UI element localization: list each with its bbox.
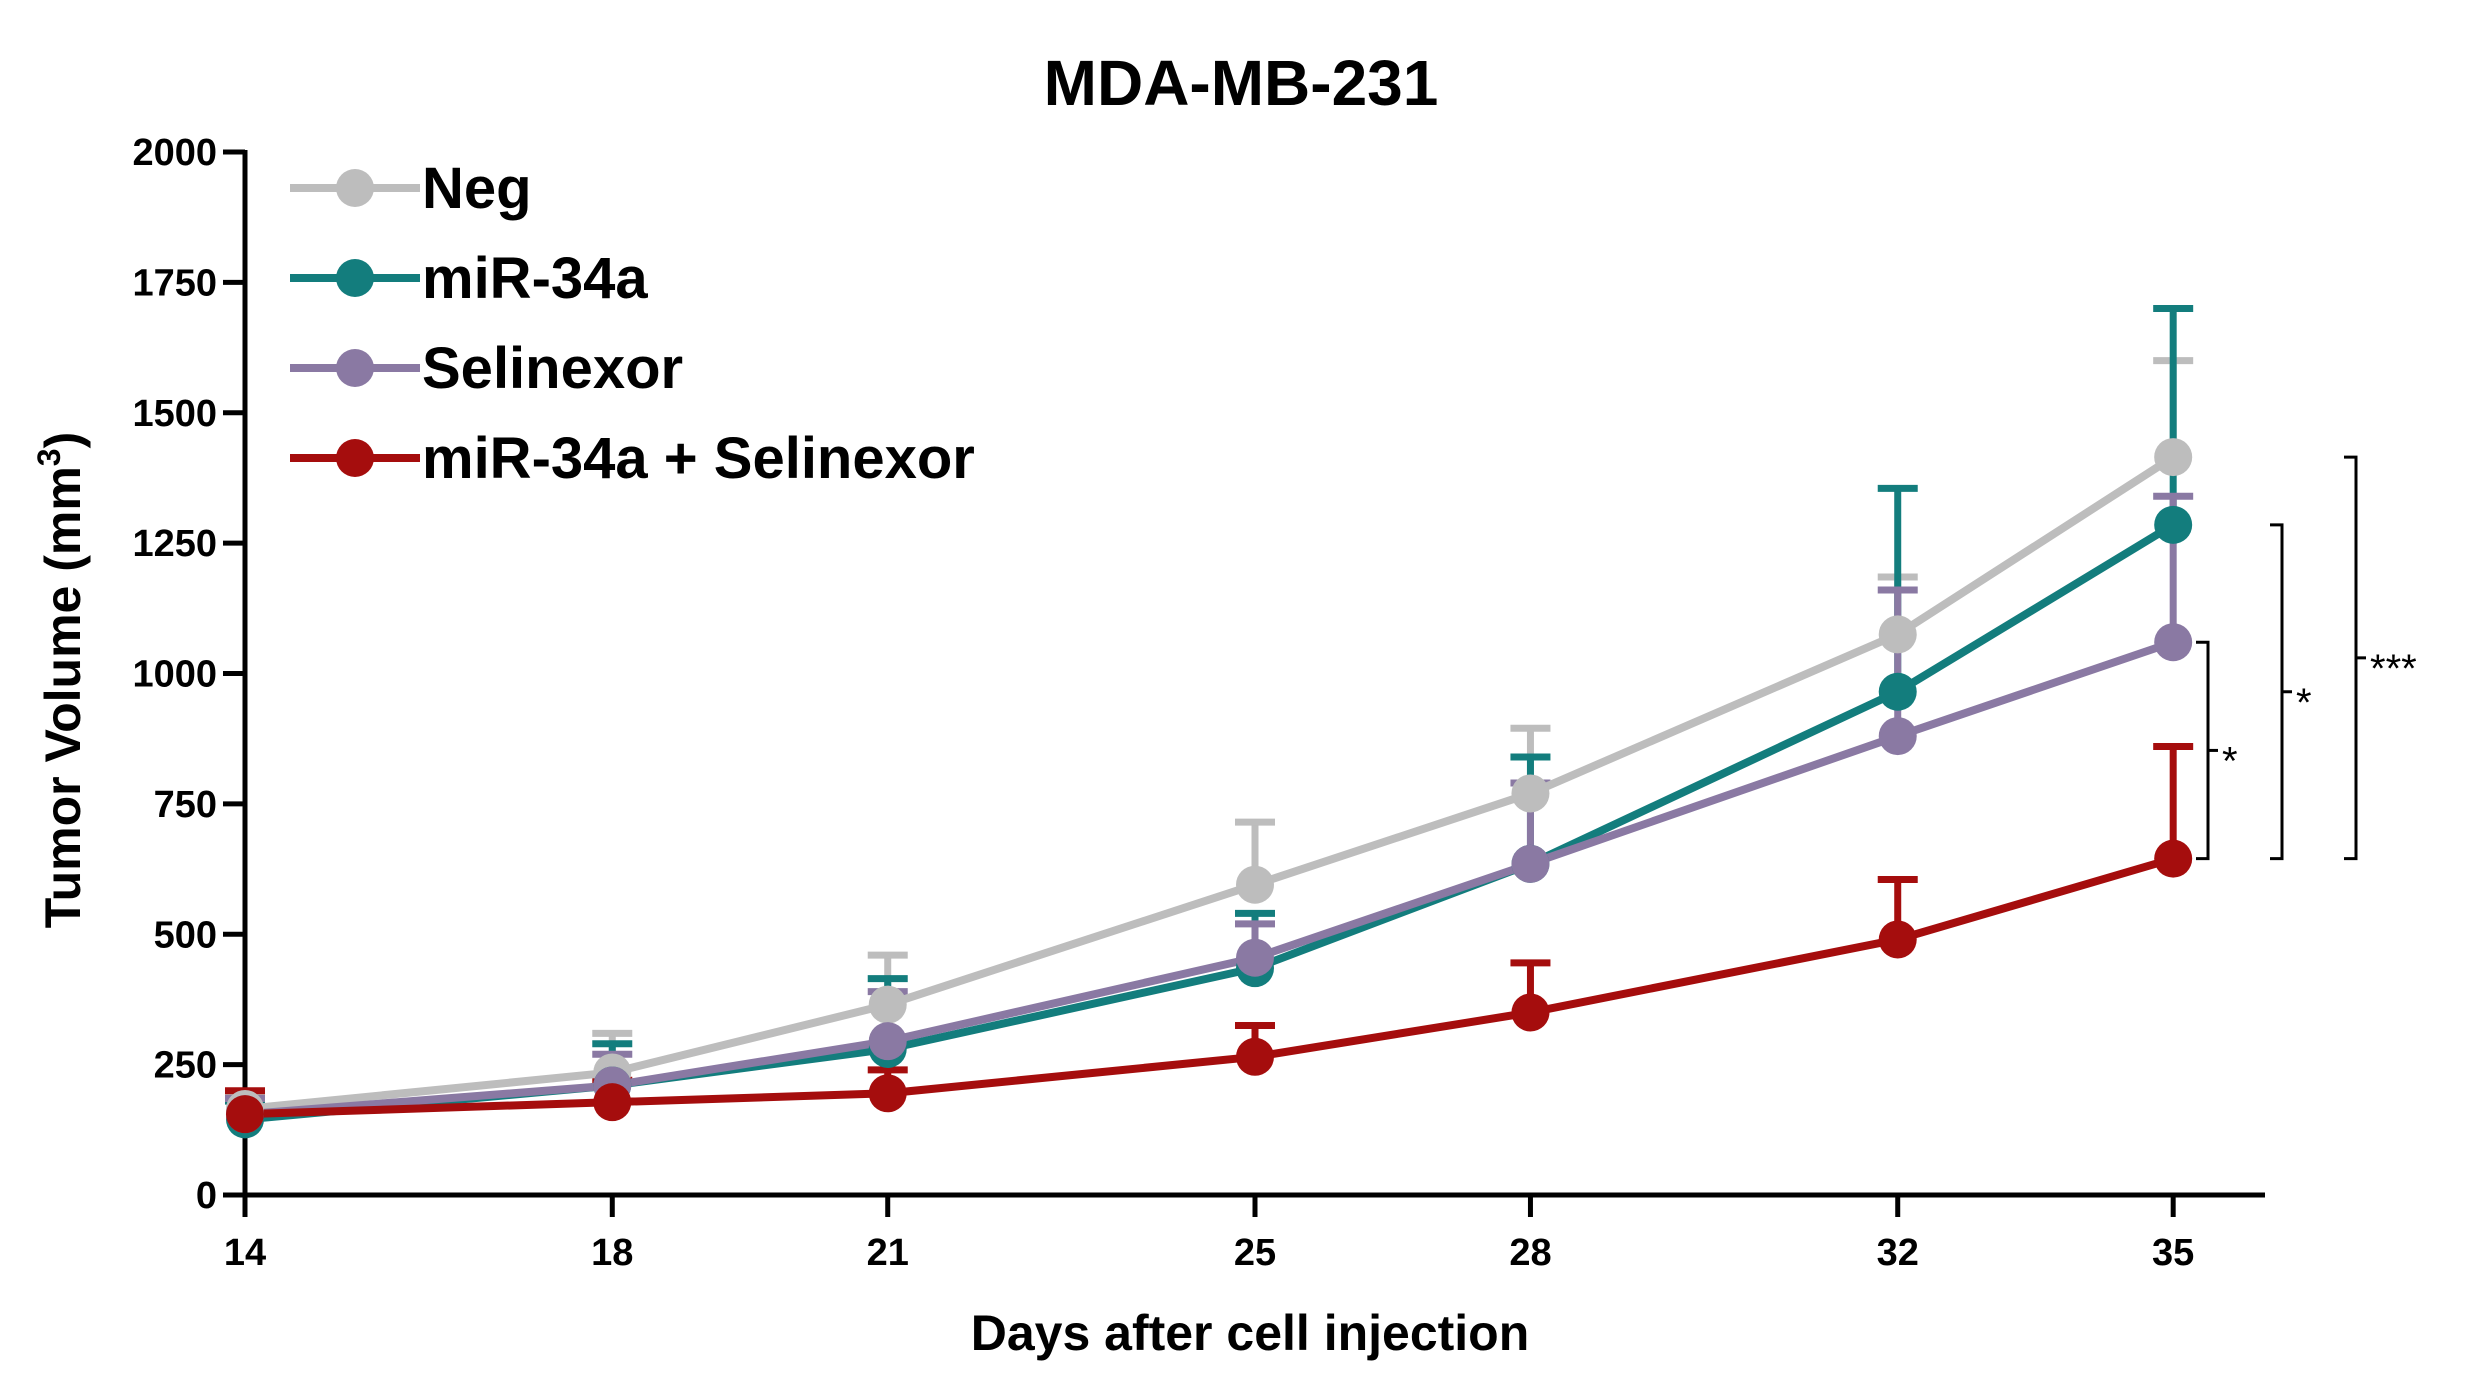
x-tick-label: 28 (1509, 1232, 1551, 1274)
data-point (1878, 672, 1917, 711)
legend-label: miR-34a (422, 246, 648, 311)
data-point (1878, 615, 1917, 654)
data-point (868, 985, 907, 1024)
significance-label: * (2222, 739, 2238, 783)
series-points (226, 438, 2193, 1139)
data-point (226, 1095, 264, 1134)
data-point (1511, 844, 1550, 883)
y-tick-label: 750 (154, 784, 217, 826)
data-point (2154, 623, 2193, 662)
data-point (1878, 717, 1917, 756)
x-axis-title: Days after cell injection (971, 1305, 1530, 1361)
legend-label: Neg (422, 156, 532, 221)
x-tick-label: 14 (224, 1232, 266, 1274)
data-point (868, 1074, 907, 1113)
y-tick-label: 0 (196, 1175, 217, 1217)
series-line (244, 521, 2176, 1124)
significance-label: * (2296, 681, 2312, 725)
data-point (2154, 438, 2193, 477)
legend-swatch-marker (336, 349, 374, 387)
y-axis-title-superscript: 3 (31, 448, 67, 466)
y-tick-label: 1750 (132, 262, 217, 304)
legend-label: miR-34a + Selinexor (422, 426, 975, 491)
legend-swatch-marker (336, 259, 374, 297)
data-point (1236, 1037, 1274, 1076)
data-point (2154, 505, 2193, 544)
data-point (1878, 920, 1917, 959)
y-axis-title-close: ) (35, 432, 91, 449)
significance-bracket (2196, 640, 2210, 861)
legend-swatch-marker (336, 169, 374, 207)
y-axis-title-main: Tumor Volume (mm (35, 466, 91, 928)
data-point (1511, 993, 1550, 1032)
y-tick-label: 1000 (132, 654, 217, 696)
chart-title: MDA-MB-231 (1044, 47, 1439, 119)
y-tick-label: 1250 (132, 523, 217, 565)
x-tick-label: 25 (1234, 1232, 1276, 1274)
legend: Neg miR-34a Selinexor miR-34a + Selinexor (290, 156, 975, 491)
data-point (593, 1083, 632, 1122)
x-tick-label: 21 (867, 1232, 909, 1274)
data-point (1236, 938, 1274, 977)
significance-label: *** (2370, 647, 2417, 691)
series-line (244, 453, 2176, 1113)
significance-brackets: ***** (2196, 455, 2417, 861)
y-tick-label: 1500 (132, 393, 217, 435)
x-tick-label: 18 (591, 1232, 633, 1274)
x-tick-label: 32 (1877, 1232, 1919, 1274)
legend-label: Selinexor (422, 336, 683, 401)
series-lines (244, 453, 2176, 1124)
y-tick-label: 2000 (132, 132, 217, 174)
data-point (2154, 839, 2193, 878)
data-point (868, 1022, 907, 1061)
significance-bracket (2270, 523, 2284, 861)
x-tick-label: 35 (2152, 1232, 2194, 1274)
legend-swatch-marker (336, 439, 374, 477)
data-point (1236, 865, 1274, 904)
axes: 0 250 500 750 1000 1250 1500 1750 2000 14 18 21 25 28… (132, 132, 2265, 1274)
data-point (1511, 774, 1550, 813)
y-tick-label: 500 (154, 914, 217, 956)
y-tick-label: 250 (154, 1045, 217, 1087)
significance-bracket (2344, 455, 2358, 861)
y-axis-title: Tumor Volume (mm3) (31, 432, 91, 929)
